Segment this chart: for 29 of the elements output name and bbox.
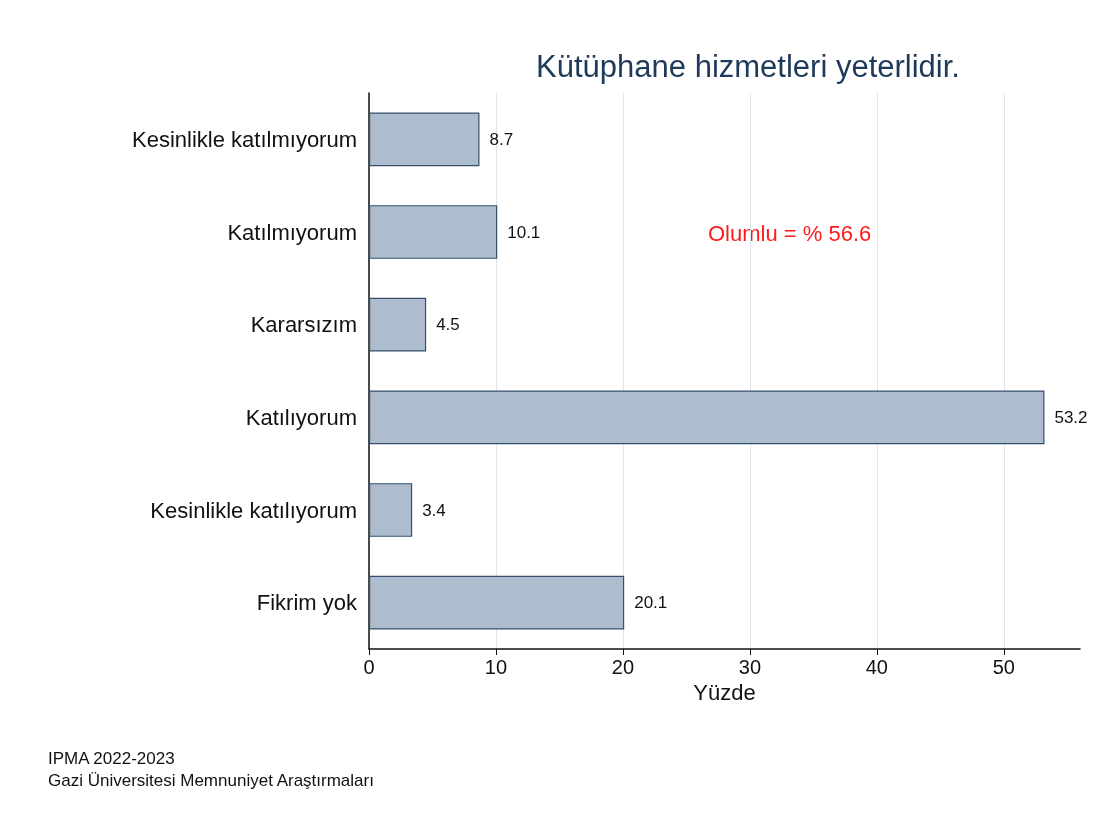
x-tick-label: 40 [865, 656, 888, 678]
y-tick-label: Kararsızım [250, 312, 357, 338]
chart-title: Kütüphane hizmetleri yeterlidir. [536, 49, 960, 84]
data-label: 4.5 [436, 315, 460, 335]
data-label: 20.1 [634, 593, 668, 613]
x-tick-label: 0 [363, 656, 375, 678]
bar [369, 297, 427, 352]
bar [369, 112, 480, 167]
x-tick-label: 50 [992, 656, 1015, 678]
y-tick-label: Kesinlikle katılmıyorum [132, 126, 357, 152]
x-axis-title: Yüzde [693, 680, 756, 706]
y-tick-label: Katılmıyorum [227, 219, 357, 245]
data-label: 3.4 [422, 500, 446, 520]
bar [369, 483, 413, 537]
y-tick-label: Katılıyorum [245, 404, 357, 430]
text: IPMA 2022-2023 [48, 749, 175, 768]
x-tick-label: 20 [611, 656, 635, 678]
data-label: 10.1 [507, 222, 541, 242]
text: Gazi Üniversitesi Memnuniyet Araştırmaları [48, 771, 374, 790]
data-label: 8.7 [489, 129, 514, 149]
bar [369, 205, 498, 259]
y-tick-label: Kesinlikle katılıyorum [150, 497, 357, 523]
x-tick-label: 30 [738, 656, 762, 678]
bar [369, 575, 625, 630]
bar [369, 390, 1045, 445]
data-label: 53.2 [1054, 407, 1088, 427]
x-tick-label: 10 [484, 656, 508, 678]
annotation: Olumlu = % 56.6 [708, 220, 872, 246]
y-tick-label: Fikrim yok [256, 590, 358, 616]
